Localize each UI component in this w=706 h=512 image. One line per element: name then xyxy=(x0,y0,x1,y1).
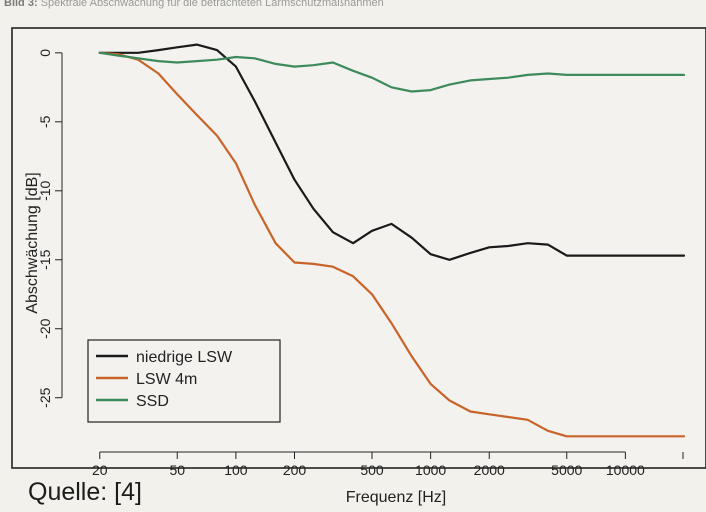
series-line-niedrige-lsw xyxy=(98,43,686,261)
legend-label: SSD xyxy=(136,393,169,410)
x-tick-label: 100 xyxy=(224,462,248,478)
x-tick-label: 500 xyxy=(360,462,384,478)
legend-box xyxy=(87,339,281,423)
x-tick-label: 200 xyxy=(283,462,307,478)
figure-caption: Bild 3: Spektrale Abschwächung für die b… xyxy=(4,0,704,9)
source-note: Quelle: [4] xyxy=(28,478,142,506)
series-line-ssd xyxy=(98,51,686,93)
x-tick-label: 5000 xyxy=(551,462,582,478)
caption-label: Bild 3: xyxy=(4,0,38,9)
legend-label: LSW 4m xyxy=(136,371,197,388)
y-tick-label: -10 xyxy=(37,180,53,200)
legend: niedrige LSW LSW 4m SSD xyxy=(87,339,281,423)
caption-text: Spektrale Abschwächung für die betrachte… xyxy=(40,0,384,9)
series-line-lsw-4m xyxy=(98,51,686,438)
x-tick-label: 50 xyxy=(169,462,185,478)
y-tick-label: -5 xyxy=(37,115,53,128)
legend-label: niedrige LSW xyxy=(136,349,233,366)
y-axis-label: Abschwächung [dB] xyxy=(24,172,41,313)
series-layer xyxy=(98,43,686,438)
y-tick-label: -25 xyxy=(37,387,53,407)
x-tick-label: 10000 xyxy=(606,462,645,478)
y-axis: 0 -5 -10 -15 -20 -25 xyxy=(37,49,63,408)
x-tick-label: 2000 xyxy=(474,462,505,478)
y-tick-label: -15 xyxy=(37,249,53,269)
y-tick-label: 0 xyxy=(37,49,53,57)
x-axis-label: Frequenz [Hz] xyxy=(346,489,446,506)
y-tick-label: -20 xyxy=(37,318,53,338)
x-tick-label: 20 xyxy=(92,462,108,478)
x-axis: 20 50 100 200 500 1000 2000 5000 10000 xyxy=(92,451,684,478)
x-tick-label: 1000 xyxy=(415,462,446,478)
